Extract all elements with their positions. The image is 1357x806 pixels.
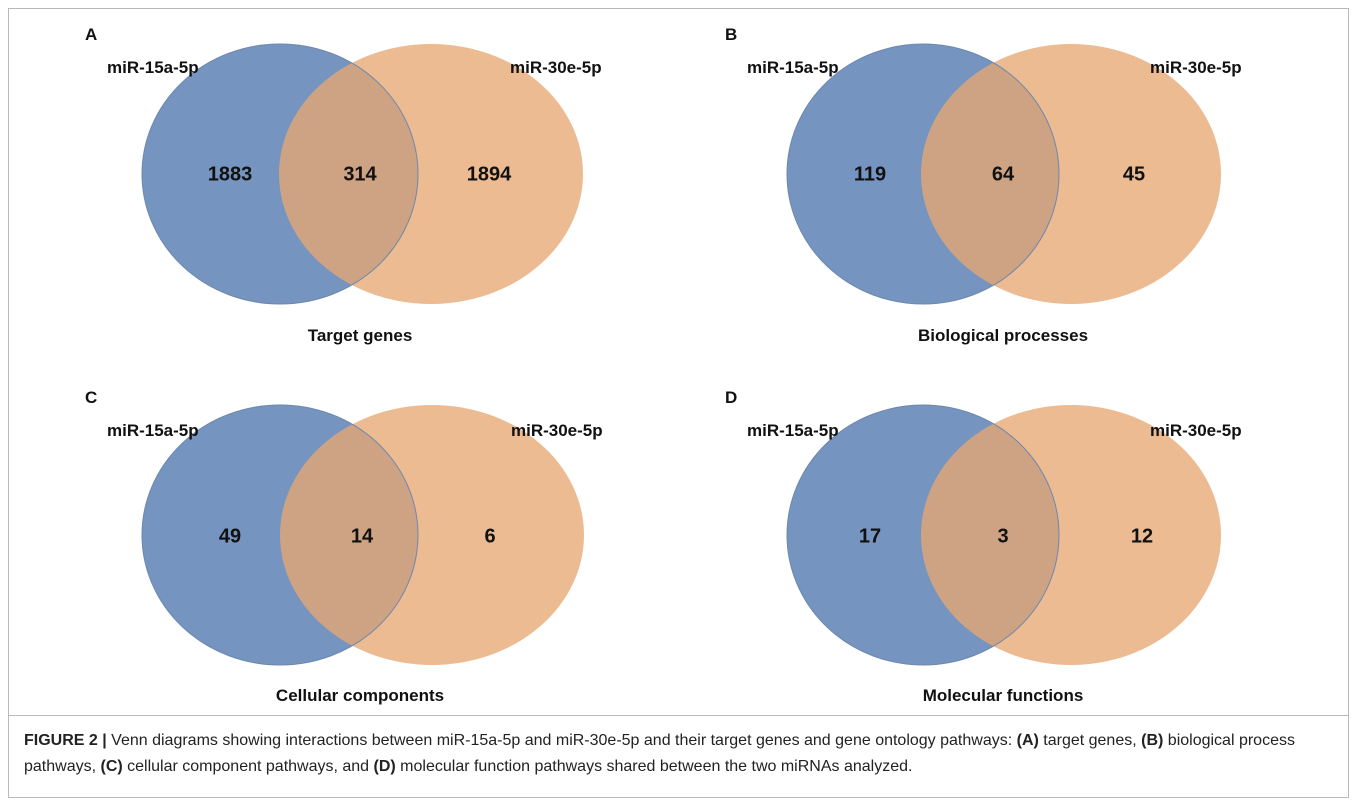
panel-title: Biological processes [917, 326, 1089, 345]
venn-right-circle [921, 405, 1221, 665]
left-only-count: 17 [858, 525, 882, 548]
right-only-count: 6 [484, 525, 496, 548]
figure-caption: FIGURE 2 | Venn diagrams showing interac… [24, 728, 1324, 780]
right-only-count: 12 [1130, 525, 1154, 548]
overlap-count: 314 [343, 163, 377, 186]
left-set-label: miR-15a-5p [107, 58, 199, 77]
caption-text: biological process pathways, [24, 732, 1295, 775]
caption-tag-b: (B) [1141, 732, 1164, 749]
venn-diagram-c [141, 404, 584, 666]
panel-title: Molecular functions [922, 686, 1084, 705]
caption-text: cellular component pathways, and [122, 758, 374, 775]
venn-panel-d: D miR-15a-5p miR-30e-5p 17 3 12 Molecula… [660, 350, 1300, 705]
panel-label: C [85, 388, 98, 407]
left-only-count: 1883 [207, 163, 253, 186]
panel-title: Target genes [307, 326, 413, 345]
right-set-label: miR-30e-5p [510, 58, 602, 77]
overlap-count: 14 [350, 525, 374, 548]
venn-right-circle [921, 44, 1221, 304]
venn-panel-a: A miR-15a-5p miR-30e-5p 1883 314 1894 Ta… [0, 0, 640, 345]
venn-left-outline [141, 43, 419, 305]
caption-text: target genes, [1038, 732, 1142, 749]
left-set-label: miR-15a-5p [107, 421, 199, 440]
caption-text: molecular function pathways shared betwe… [395, 758, 913, 775]
venn-panel-b: B miR-15a-5p miR-30e-5p 119 64 45 Biolog… [660, 0, 1300, 345]
venn-diagram-d [786, 404, 1221, 666]
left-set-label: miR-15a-5p [747, 421, 839, 440]
venn-diagram-b [786, 43, 1221, 305]
caption-text: Venn diagrams showing interactions betwe… [106, 732, 1017, 749]
caption-divider [9, 715, 1348, 716]
figure-label: FIGURE 2 | [24, 732, 107, 749]
panel-label: D [725, 388, 738, 407]
venn-right-circle [280, 405, 584, 665]
venn-left-outline [141, 404, 419, 666]
caption-tag-a: (A) [1016, 732, 1039, 749]
overlap-count: 3 [997, 525, 1009, 548]
panel-title: Cellular components [275, 686, 445, 705]
left-only-count: 119 [853, 163, 887, 186]
panel-label: B [725, 25, 738, 44]
venn-left-outline [786, 43, 1060, 305]
left-set-label: miR-15a-5p [747, 58, 839, 77]
caption-tag-d: (D) [373, 758, 396, 775]
overlap-count: 64 [991, 163, 1015, 186]
right-only-count: 45 [1122, 163, 1146, 186]
venn-right-circle [279, 44, 583, 304]
venn-diagram-a [141, 43, 583, 305]
panel-label: A [85, 25, 98, 44]
right-set-label: miR-30e-5p [511, 421, 603, 440]
right-set-label: miR-30e-5p [1150, 421, 1242, 440]
left-only-count: 49 [218, 525, 242, 548]
venn-panel-c: C miR-15a-5p miR-30e-5p 49 14 6 Cellular… [0, 350, 640, 705]
venn-left-outline [786, 404, 1060, 666]
right-only-count: 1894 [466, 163, 512, 186]
caption-tag-c: (C) [100, 758, 123, 775]
right-set-label: miR-30e-5p [1150, 58, 1242, 77]
